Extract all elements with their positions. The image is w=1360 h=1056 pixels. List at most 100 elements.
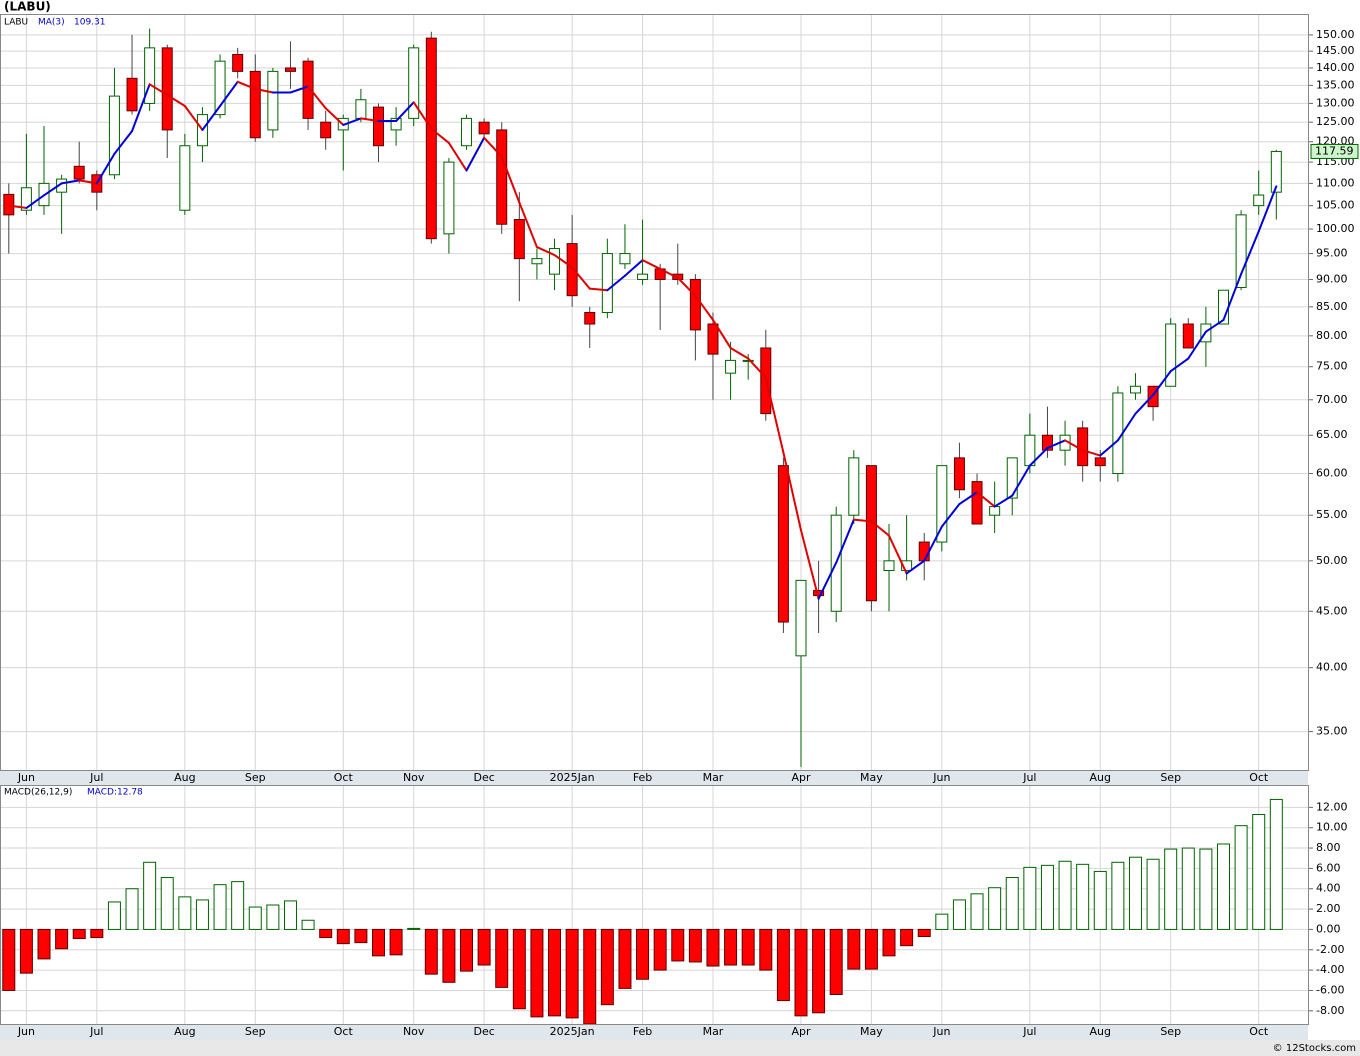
chart-title: (LABU) <box>4 0 51 14</box>
price-tag-label: 117.59 <box>1315 144 1354 157</box>
x-tick-label: Jun <box>17 1025 35 1038</box>
plot-layer: 35.00 40.00 45.00 50.00 55.00 60.00 65.00 70.00… <box>1 14 1359 1038</box>
y-tick-label: 4.00 <box>1316 882 1341 895</box>
x-tick-label: Nov <box>403 771 425 784</box>
candle-body <box>1147 385 1159 408</box>
ma-segment <box>148 83 169 97</box>
y-tick-label: 135.00 <box>1316 78 1355 91</box>
ma-segment <box>1064 439 1084 452</box>
candle-body <box>513 219 525 260</box>
x-tick-label: Sep <box>1160 771 1181 784</box>
ma-segment <box>254 87 274 94</box>
x-axis-band <box>0 770 1308 785</box>
candle-body <box>953 457 965 491</box>
ma-segment <box>500 155 521 204</box>
macd-bar <box>1164 848 1178 930</box>
ma-segment <box>1099 439 1119 457</box>
macd-bar <box>759 928 773 971</box>
candle-body <box>1270 150 1282 193</box>
y-tick-label: 45.00 <box>1316 604 1348 617</box>
y-tick-label: 125.00 <box>1316 115 1355 128</box>
x-tick-label: Oct <box>334 771 354 784</box>
candle-body <box>284 67 296 72</box>
x-tick-label: Apr <box>791 771 811 784</box>
macd-bar <box>2 928 16 991</box>
ma-segment <box>342 117 362 126</box>
ma-segment <box>571 266 591 290</box>
ma-segment <box>359 117 380 123</box>
y-tick-label: 105.00 <box>1316 199 1355 212</box>
ma-segment <box>958 491 979 506</box>
macd-bar <box>1234 825 1248 930</box>
ma-segment <box>888 534 908 575</box>
y-tick-label: 35.00 <box>1316 725 1348 738</box>
ma-segment <box>870 520 891 537</box>
macd-bar <box>776 928 790 1002</box>
candle-body <box>901 560 913 571</box>
x-tick-label: Sep <box>245 771 266 784</box>
macd-bar <box>864 928 878 970</box>
x-tick-label: Aug <box>174 771 195 784</box>
ma-segment <box>219 80 239 108</box>
ma-segment <box>711 318 732 349</box>
x-tick-label: Jul <box>1022 771 1036 784</box>
ma-segment <box>1187 330 1207 360</box>
candle-body <box>425 37 437 240</box>
ma-segment <box>465 136 486 172</box>
macd-bar <box>143 861 157 930</box>
ma-segment <box>852 518 873 523</box>
x-tick-label: 2025Jan <box>550 1025 595 1038</box>
x-tick-label: Jul <box>1022 1025 1036 1038</box>
macd-bar <box>55 928 69 950</box>
candle-body <box>584 311 596 325</box>
macd-bar <box>1128 856 1142 930</box>
y-tick-label: 75.00 <box>1316 360 1348 373</box>
macd-bar <box>107 901 121 930</box>
macd-bar <box>565 928 579 1019</box>
candle-body <box>1235 214 1247 288</box>
y-tick-label: 145.00 <box>1316 44 1355 57</box>
candle-body <box>1077 427 1089 467</box>
candle-body <box>531 258 543 265</box>
macd-bar <box>1146 858 1160 930</box>
candle-body <box>1165 323 1177 387</box>
ma-segment <box>430 127 450 144</box>
candle-body <box>725 359 737 374</box>
macd-bar <box>812 928 826 1014</box>
ma-segment <box>518 201 538 249</box>
ma-segment <box>676 276 697 297</box>
candle-body <box>848 457 860 516</box>
macd-frame <box>0 785 1309 1025</box>
x-tick-label: Apr <box>791 1025 811 1038</box>
candle-body <box>1041 434 1053 451</box>
ma-segment <box>782 451 802 532</box>
candle-body <box>936 465 948 543</box>
x-tick-label: Sep <box>245 1025 266 1038</box>
x-tick-label: Oct <box>334 1025 354 1038</box>
macd-bar <box>319 928 333 939</box>
macd-bar <box>583 928 597 1025</box>
y-tick-label: 55.00 <box>1316 508 1348 521</box>
x-tick-label: Jul <box>89 1025 103 1038</box>
ma-segment <box>307 85 327 110</box>
candle-body <box>302 60 314 119</box>
candle-body <box>777 465 789 623</box>
legend-ma: MA(3) <box>38 18 65 28</box>
y-tick-label: 90.00 <box>1316 272 1348 285</box>
x-tick-label: Jul <box>89 771 103 784</box>
x-tick-label: Mar <box>703 1025 724 1038</box>
ma-segment <box>1046 439 1067 449</box>
x-tick-label: Jun <box>932 1025 950 1038</box>
macd-bar <box>371 928 385 957</box>
ma-segment <box>60 179 81 185</box>
candle-body <box>1006 457 1018 499</box>
ma-segment <box>1222 273 1243 321</box>
legend-ma-value: 109.31 <box>74 18 106 28</box>
candle-body <box>742 359 754 362</box>
ma-segment <box>1028 446 1049 467</box>
macd-bar <box>231 881 245 930</box>
ma-segment <box>764 376 785 454</box>
macd-title: MACD(26,12,9) <box>4 788 72 798</box>
ma-segment <box>447 141 468 172</box>
ma-segment <box>1204 318 1225 333</box>
